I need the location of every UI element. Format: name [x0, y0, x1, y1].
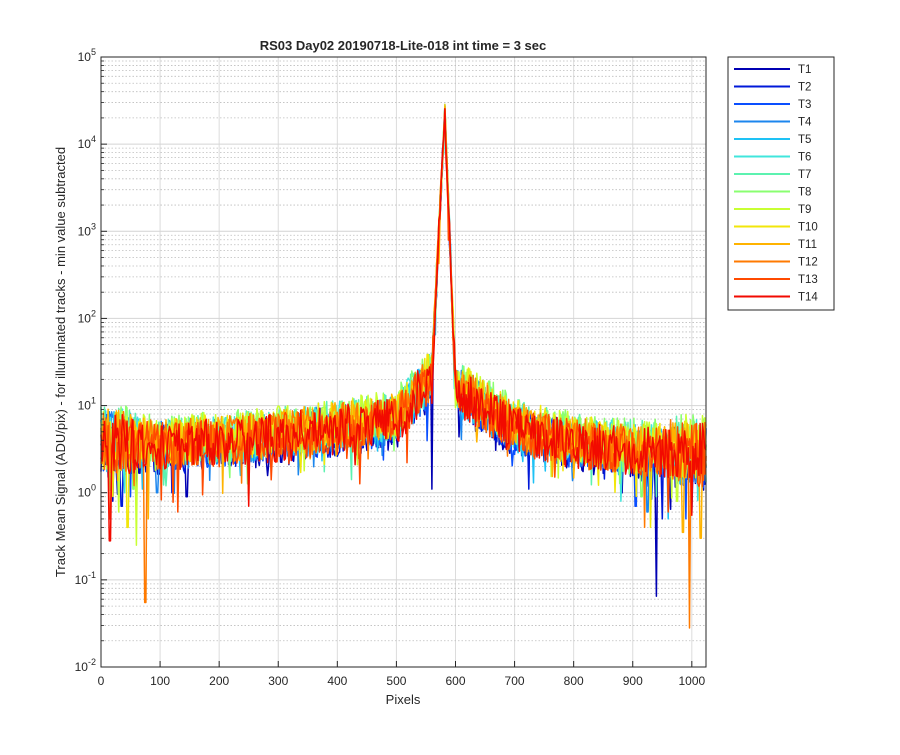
legend-label: T8	[798, 187, 811, 199]
legend-label: T2	[798, 82, 811, 94]
y-tick-label: 104	[78, 134, 96, 151]
y-tick-base: 10	[78, 399, 92, 413]
legend-label: T10	[798, 222, 818, 234]
x-tick-label: 700	[505, 674, 525, 688]
legend-label: T4	[798, 117, 812, 129]
x-axis-label: Pixels	[386, 692, 421, 707]
series-line-t13	[100, 112, 707, 520]
legend-label: T1	[798, 64, 811, 76]
y-tick-label: 101	[78, 396, 96, 413]
x-tick-label: 900	[623, 674, 643, 688]
legend-label: T9	[798, 204, 811, 216]
y-tick-base: 10	[78, 137, 92, 151]
legend-label: T7	[798, 169, 811, 181]
grid-layer	[101, 57, 706, 667]
y-tick-exponent: -2	[88, 657, 96, 667]
y-tick-label: 100	[78, 483, 96, 500]
x-tick-label: 0	[98, 674, 105, 688]
x-tick-label: 600	[445, 674, 465, 688]
tick-layer: 0 100 200 300 400 500 600 700 800 900 100010-210-1…	[75, 47, 706, 688]
legend-label: T3	[798, 99, 811, 111]
x-tick-label: 300	[268, 674, 288, 688]
x-tick-label: 800	[564, 674, 584, 688]
legend-label: T12	[798, 257, 818, 269]
y-tick-base: 10	[78, 311, 92, 325]
y-tick-base: 10	[78, 50, 92, 64]
y-tick-exponent: 4	[91, 134, 96, 144]
y-tick-label: 102	[78, 308, 96, 325]
y-tick-label: 105	[78, 47, 96, 64]
x-tick-label: 500	[386, 674, 406, 688]
legend-label: T11	[798, 239, 817, 251]
y-tick-base: 10	[78, 224, 92, 238]
legend: T1 T2 T3 T4 T5 T6 T7 T8 T9 T10 T11 T12 T13 T14	[727, 56, 835, 311]
series-line-t14	[100, 108, 707, 542]
legend-label: T14	[798, 292, 818, 304]
x-tick-label: 100	[150, 674, 170, 688]
plot-area	[101, 57, 706, 667]
y-tick-exponent: 1	[91, 396, 96, 406]
x-tick-label: 200	[209, 674, 229, 688]
y-tick-base: 10	[78, 486, 92, 500]
y-tick-label: 10-2	[75, 657, 96, 674]
legend-label: T6	[798, 152, 811, 164]
y-tick-exponent: 3	[91, 221, 96, 231]
y-tick-exponent: 0	[91, 483, 96, 493]
x-tick-label: 1000	[678, 674, 705, 688]
legend-label: T13	[798, 274, 818, 286]
y-tick-base: 10	[75, 660, 89, 674]
x-tick-label: 400	[327, 674, 347, 688]
y-tick-label: 103	[78, 221, 96, 238]
series-layer	[100, 103, 707, 629]
y-axis-label: Track Mean Signal (ADU/pix) - for illumi…	[53, 147, 68, 577]
y-tick-label: 10-1	[75, 570, 96, 587]
y-tick-exponent: 2	[91, 308, 96, 318]
legend-box	[727, 56, 835, 311]
y-tick-exponent: 5	[91, 47, 96, 57]
plot-frame	[100, 56, 707, 668]
legend-label: T5	[798, 134, 811, 146]
y-tick-base: 10	[75, 573, 89, 587]
y-tick-exponent: -1	[88, 570, 96, 580]
chart-title: RS03 Day02 20190718-Lite-018 int time = …	[260, 38, 547, 53]
